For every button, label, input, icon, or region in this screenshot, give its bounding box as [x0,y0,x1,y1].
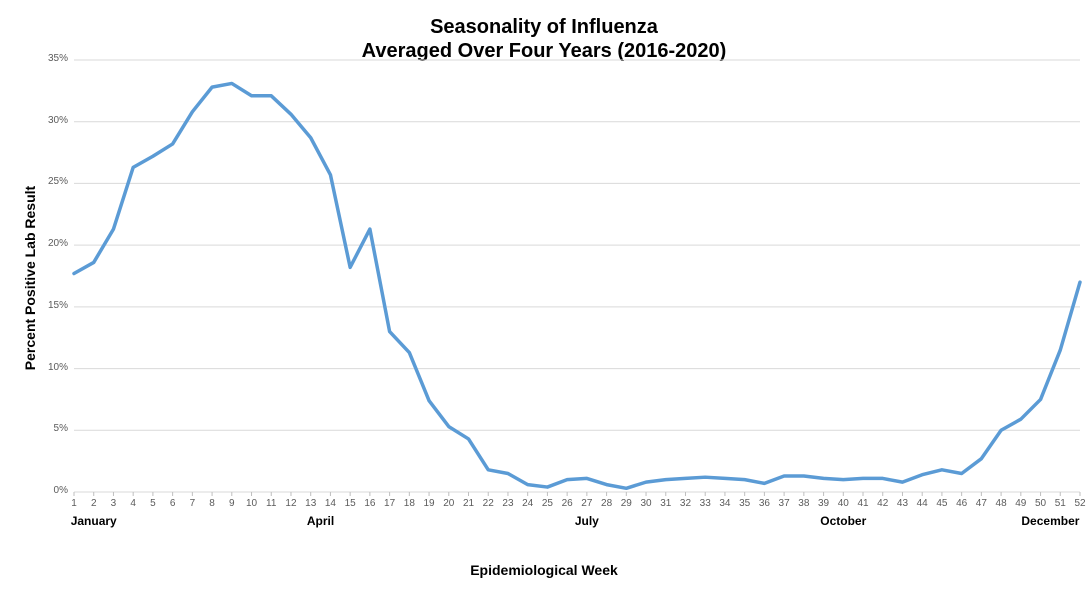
plot-area [0,0,1088,597]
data-line [74,83,1080,488]
chart-container: Seasonality of Influenza Averaged Over F… [0,0,1088,597]
gridlines [74,60,1080,492]
x-tick-marks [74,492,1080,496]
